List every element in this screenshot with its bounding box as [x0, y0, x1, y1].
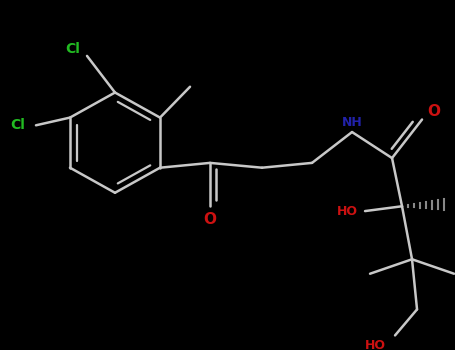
Text: Cl: Cl: [66, 42, 81, 56]
Text: O: O: [203, 212, 217, 227]
Text: HO: HO: [364, 338, 385, 350]
Text: HO: HO: [337, 205, 358, 218]
Text: O: O: [428, 104, 440, 119]
Text: NH: NH: [342, 116, 363, 129]
Text: Cl: Cl: [10, 118, 25, 132]
